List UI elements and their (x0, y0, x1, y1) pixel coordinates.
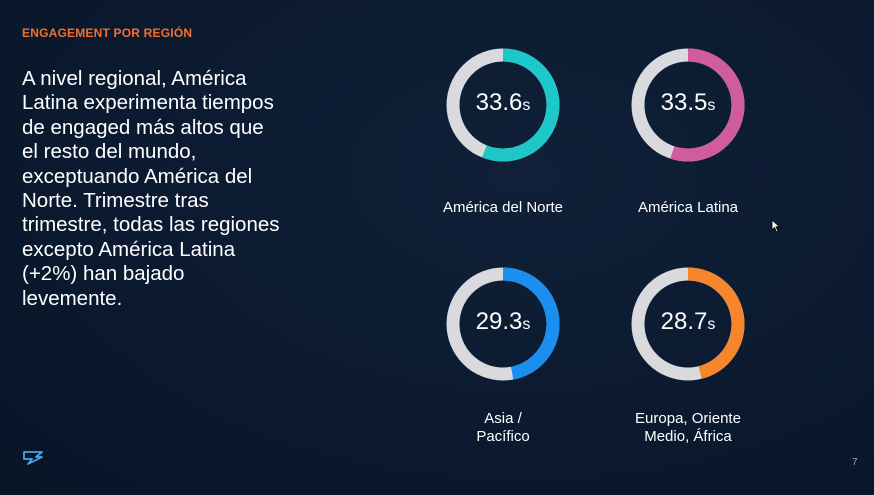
donut-value-number: 29.3 (475, 308, 523, 335)
body-text: A nivel regional, América Latina experim… (22, 67, 280, 310)
donut-ring (446, 267, 560, 381)
region-label: América Latina (637, 199, 739, 216)
section-label: ENGAGEMENT POR REGIÓN (22, 26, 193, 40)
donut-ring (631, 48, 745, 162)
donut-arc (446, 267, 560, 381)
donut-arc (631, 48, 745, 162)
brand-logo-icon (23, 451, 43, 465)
donut-value: 33.5s (586, 88, 790, 121)
region-label: América del Norte (442, 199, 564, 216)
page-number: 7 (852, 457, 858, 468)
donut-value-unit: s (707, 316, 716, 333)
donut-value: 28.7s (586, 307, 790, 340)
donut-ring (631, 267, 745, 381)
donut-value-number: 33.5 (660, 89, 708, 116)
donut-ring (446, 48, 560, 162)
region-label: Europa, Oriente Medio, África (635, 410, 741, 445)
donut-value: 33.6s (401, 88, 605, 121)
donut-value-number: 33.6 (475, 89, 523, 116)
region-label: Asia / Pacífico (476, 410, 530, 445)
donut-value-unit: s (522, 97, 531, 114)
donut-value: 29.3s (401, 307, 605, 340)
donut-value-number: 28.7 (660, 308, 708, 335)
donut-arc (446, 48, 560, 162)
donut-arc (631, 267, 745, 381)
donut-value-unit: s (522, 316, 531, 333)
mouse-pointer-icon (771, 219, 781, 233)
donut-value-unit: s (707, 97, 716, 114)
